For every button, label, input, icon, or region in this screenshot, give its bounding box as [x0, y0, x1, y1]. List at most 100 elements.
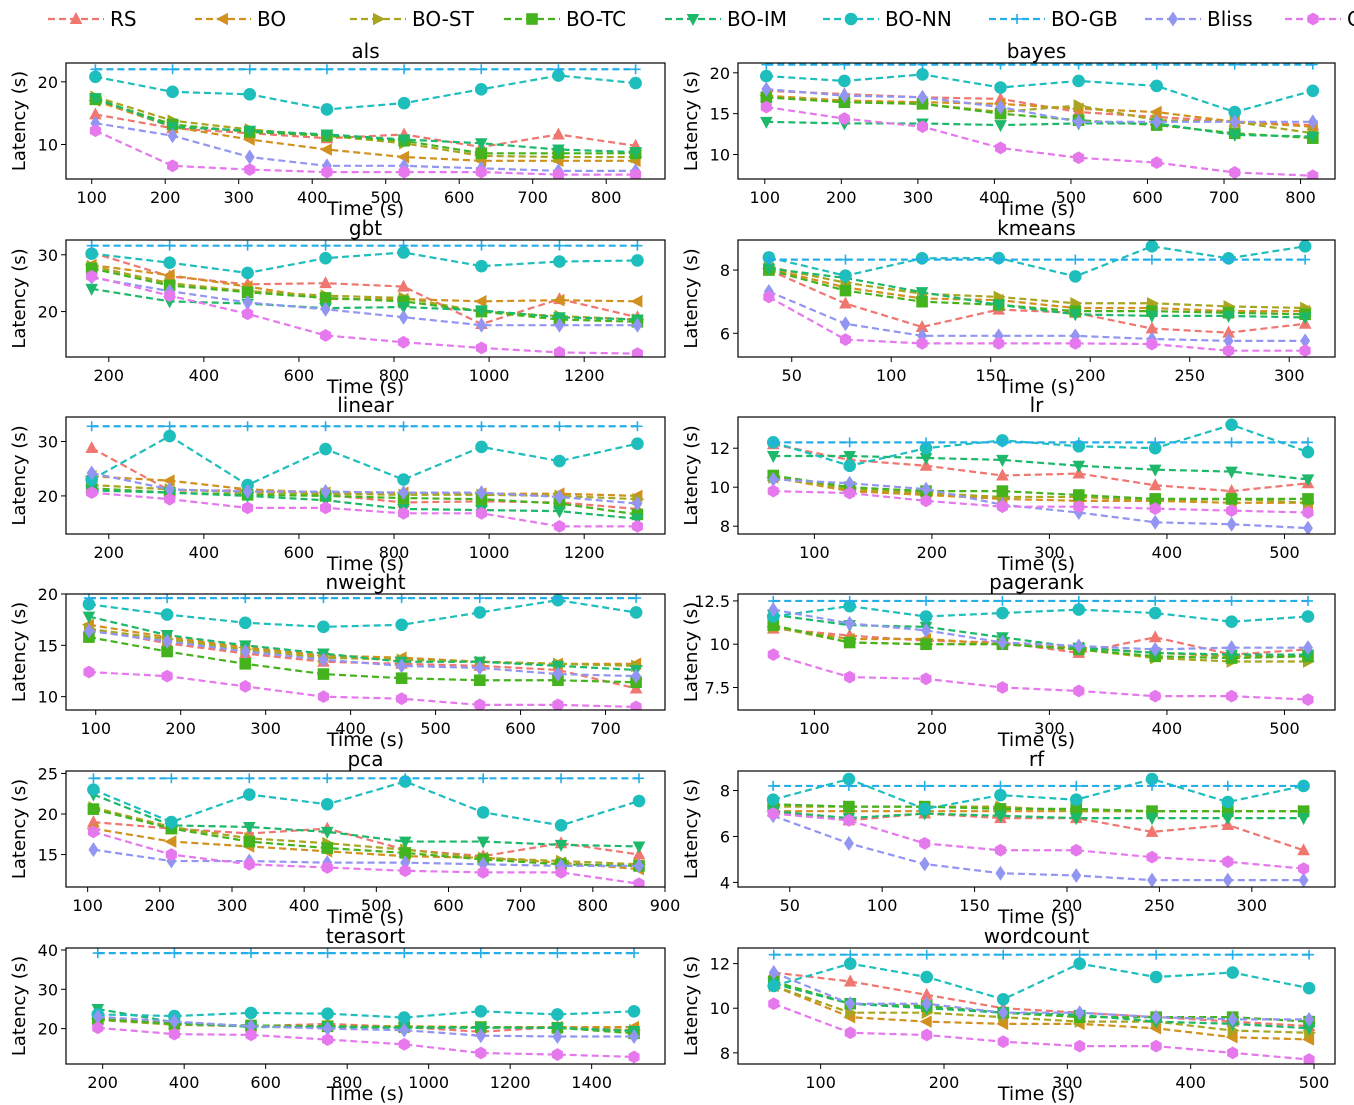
series-line-bo-im — [93, 793, 640, 848]
data-point-bliss — [86, 465, 97, 481]
data-point-bo-nn — [85, 247, 98, 260]
data-point-cello — [916, 120, 928, 134]
y-tick-label: 10 — [710, 999, 730, 1018]
data-point-bliss — [1151, 114, 1162, 130]
data-point-bo-nn — [474, 83, 488, 96]
data-point-bo-nn — [1301, 610, 1315, 623]
x-tick-label: 400 — [189, 543, 220, 562]
x-tick-label: 150 — [959, 896, 990, 915]
x-axis-label: Time (s) — [326, 553, 404, 575]
data-point-cello — [1146, 850, 1158, 864]
data-point-bo-tc — [1149, 493, 1161, 505]
series-line-bo-nn — [88, 599, 637, 628]
legend-marker-bliss — [1168, 11, 1178, 27]
data-point-bo-nn — [919, 610, 933, 623]
x-tick-label: 700 — [590, 719, 621, 738]
data-point-bo-gb — [164, 240, 175, 251]
data-point-cello — [1146, 337, 1158, 351]
y-tick-label: 12 — [710, 439, 730, 458]
data-point-bliss — [1073, 114, 1084, 130]
data-point-bo-nn — [87, 783, 100, 796]
data-point-bo-gb — [768, 949, 779, 960]
series-bo-gb — [768, 437, 1313, 448]
series-cello — [87, 825, 645, 887]
data-point-bo — [162, 268, 175, 282]
data-point-cello — [1150, 1039, 1162, 1053]
panel-linear: linear 200 400 600 800 1000 1200 20 30 Time (s) La… — [9, 393, 666, 575]
data-point-bo-im — [1069, 309, 1082, 322]
series-line-cello — [766, 106, 1313, 177]
legend-item-bo-gb: BO-GB — [989, 7, 1118, 31]
chart-panels: als 100 200 300 400 500 600 700 800 10 20 Time (s) L… — [9, 39, 1336, 1105]
data-point-bo-gb — [90, 64, 101, 75]
series-line-bliss — [772, 814, 1304, 882]
data-point-cello — [555, 866, 567, 879]
data-point-bo-tc — [475, 147, 488, 160]
plot-frame — [737, 239, 1336, 358]
data-point-bo-gb — [399, 64, 410, 75]
panel-title: gbt — [349, 216, 382, 240]
panel-gbt: gbt 200 400 600 800 1000 1200 20 30 Time (s) Laten… — [9, 216, 666, 398]
data-point-bo-gb — [763, 254, 774, 265]
legend-marker-bo — [216, 12, 228, 26]
data-point-bo-gb — [997, 595, 1008, 606]
panel-title: rf — [1029, 747, 1045, 771]
panel-rf: rf 50 100 150 200 250 300 4 6 8 Time (s) Latency (s… — [681, 747, 1336, 928]
data-point-bo-im — [996, 454, 1009, 467]
data-point-cello — [164, 492, 176, 506]
data-point-bo-tc — [1302, 493, 1314, 505]
y-axis-label: Latency (s) — [9, 956, 30, 1056]
data-point-cello — [396, 692, 408, 706]
data-point-bo-im — [992, 299, 1005, 312]
series-bo-nn — [766, 418, 1315, 473]
data-point-cello — [993, 337, 1005, 350]
data-point-bliss — [1150, 641, 1161, 657]
x-tick-label: 250 — [1144, 896, 1175, 915]
series-line-bo — [773, 476, 1308, 504]
series-line-bliss — [93, 848, 640, 868]
series-cello — [767, 648, 1314, 707]
legend-item-cello: Cello — [1285, 7, 1354, 31]
series-line-bliss — [773, 478, 1309, 530]
data-point-bo — [1149, 1022, 1162, 1035]
data-point-bo-nn — [244, 1006, 258, 1020]
data-point-bo-nn — [474, 1005, 488, 1018]
legend-label-rs: RS — [110, 7, 137, 31]
data-point-cello — [1226, 689, 1238, 703]
panel-kmeans: kmeans 50 100 150 200 250 300 6 8 Time (s) Latency… — [681, 216, 1336, 398]
data-point-bo-tc — [161, 645, 173, 658]
data-point-cello — [397, 335, 410, 349]
data-point-bo — [919, 1015, 932, 1028]
data-point-bliss — [839, 88, 850, 104]
data-point-bo-im — [320, 129, 334, 142]
data-point-bliss — [995, 865, 1006, 881]
data-point-bo-nn — [631, 437, 644, 450]
series-cello — [86, 269, 643, 357]
x-tick-label: 100 — [76, 188, 107, 207]
y-tick-label: 25 — [38, 764, 58, 783]
legend-label-cello: Cello — [1347, 7, 1354, 31]
data-point-bo-nn — [1302, 981, 1316, 995]
data-point-bliss — [840, 316, 851, 332]
x-tick-label: 800 — [1285, 188, 1316, 207]
data-point-bo-nn — [320, 797, 334, 811]
data-point-cello — [1073, 151, 1085, 165]
data-point-bo-nn — [1145, 240, 1159, 253]
x-tick-label: 200 — [826, 188, 857, 207]
data-point-bo-im — [994, 810, 1007, 823]
legend-label-bo-gb: BO-GB — [1051, 7, 1118, 31]
data-point-bliss — [398, 309, 409, 325]
data-point-bo-tc — [321, 842, 334, 854]
data-point-bliss — [768, 602, 779, 618]
data-point-bo-gb — [318, 594, 329, 604]
data-point-bo-im — [397, 302, 410, 315]
x-tick-label: 200 — [917, 543, 948, 562]
data-point-cello — [1298, 862, 1310, 876]
data-point-bo-im — [632, 841, 646, 854]
data-point-bo-gb — [398, 421, 409, 432]
data-point-cello — [633, 877, 645, 887]
data-point-bo-nn — [243, 788, 256, 801]
data-point-bo-nn — [397, 96, 411, 110]
data-point-cello — [317, 690, 329, 704]
